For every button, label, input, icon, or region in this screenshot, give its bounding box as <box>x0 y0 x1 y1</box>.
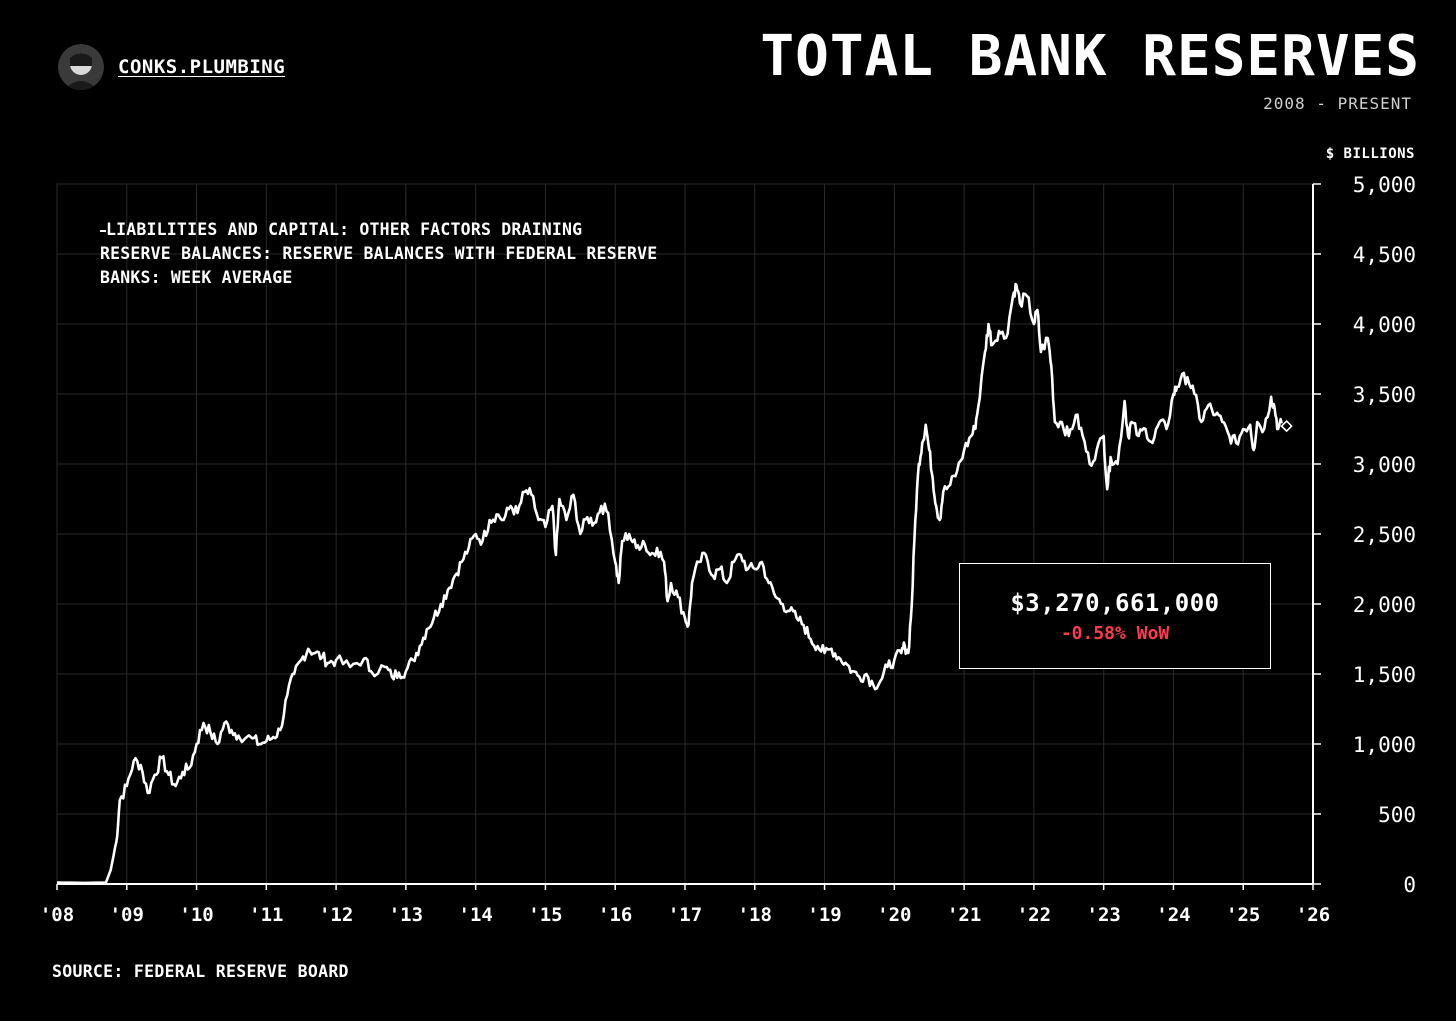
y-tick-label: 4,500 <box>1353 243 1416 267</box>
brand[interactable]: CONKS.PLUMBING <box>58 44 285 90</box>
x-tick-label: '17 <box>668 904 702 926</box>
latest-value: $3,270,661,000 <box>1010 588 1220 617</box>
x-tick-label: '12 <box>319 904 353 926</box>
x-tick-label: '20 <box>877 904 911 926</box>
x-tick-label: '13 <box>389 904 423 926</box>
y-axis-unit-label: $ BILLIONS <box>1325 146 1415 162</box>
series-line-reserve-balances <box>56 282 1283 885</box>
x-tick-label: '10 <box>179 904 213 926</box>
x-axis-ticks: '08 '09 '10 '11 '12 '13 '14 '15 '16 '17 '18 '19 '20 '… <box>40 884 1330 926</box>
week-over-week-change: -0.58% WoW <box>1060 622 1170 644</box>
y-tick-label: 500 <box>1378 803 1416 827</box>
page-title: TOTAL BANK RESERVES <box>760 24 1420 89</box>
x-tick-label: '14 <box>459 904 493 926</box>
brand-name[interactable]: CONKS.PLUMBING <box>118 56 286 78</box>
x-tick-label: '26 <box>1296 904 1330 926</box>
y-tick-label: 2,000 <box>1353 593 1416 617</box>
source-note: SOURCE: FEDERAL RESERVE BOARD <box>52 962 349 981</box>
y-tick-label: 4,000 <box>1353 313 1416 337</box>
chart-legend: LIABILITIES AND CAPITAL: OTHER FACTORS D… <box>100 218 660 290</box>
x-tick-label: '18 <box>738 904 772 926</box>
y-axis-ticks: 0 500 1,000 1,500 2,000 2,500 3,000 3,500 4,000 4… <box>1313 173 1416 897</box>
x-tick-label: '24 <box>1156 904 1190 926</box>
avatar-icon <box>58 44 104 90</box>
x-tick-label: '19 <box>807 904 841 926</box>
y-tick-label: 5,000 <box>1353 173 1416 197</box>
x-tick-label: '15 <box>528 904 562 926</box>
x-tick-label: '22 <box>1017 904 1051 926</box>
page-subtitle: 2008 - PRESENT <box>1263 94 1412 113</box>
x-tick-label: '11 <box>249 904 283 926</box>
x-tick-label: '21 <box>947 904 981 926</box>
y-tick-label: 0 <box>1403 873 1416 897</box>
y-tick-label: 1,500 <box>1353 663 1416 687</box>
latest-value-callout: $3,270,661,000 -0.58% WoW <box>959 563 1271 669</box>
y-tick-label: 2,500 <box>1353 523 1416 547</box>
x-tick-label: '25 <box>1226 904 1260 926</box>
x-tick-label: '09 <box>110 904 144 926</box>
x-tick-label: '16 <box>598 904 632 926</box>
x-tick-label: '08 <box>40 904 74 926</box>
x-tick-label: '23 <box>1087 904 1121 926</box>
legend-series-name: LIABILITIES AND CAPITAL: OTHER FACTORS D… <box>100 220 658 287</box>
y-tick-label: 3,500 <box>1353 383 1416 407</box>
legend-line-swatch <box>100 229 106 232</box>
y-tick-label: 3,000 <box>1353 453 1416 477</box>
y-tick-label: 1,000 <box>1353 733 1416 757</box>
series-end-marker <box>1280 419 1293 433</box>
chart-grid <box>56 183 1314 885</box>
